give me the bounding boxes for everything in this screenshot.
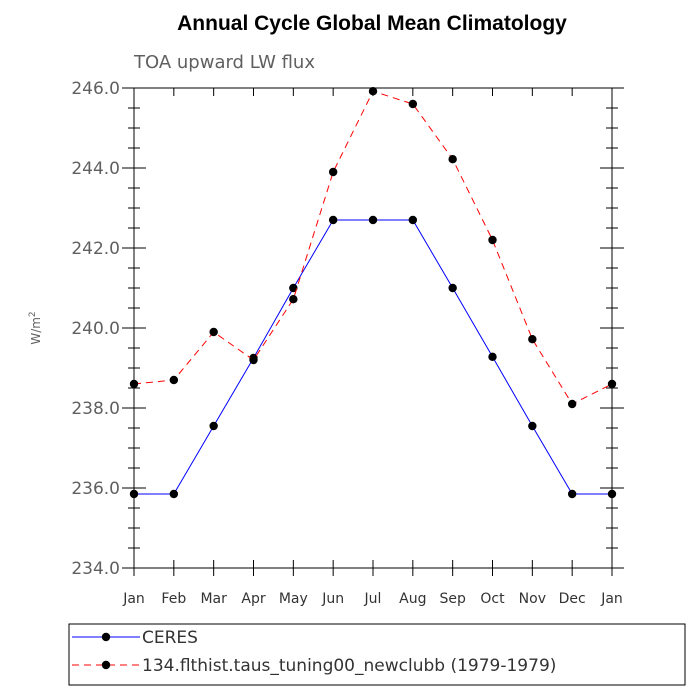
- legend-box: [68, 623, 686, 686]
- series-1-point: [209, 421, 218, 431]
- x-tick-label: Feb: [161, 591, 186, 607]
- series-1-point: [328, 215, 338, 225]
- y-tick-label: 244.0: [71, 159, 120, 179]
- x-tick-label: Aug: [399, 591, 426, 607]
- axes: Jan Feb Mar Apr May Jun Jul Aug Sep Oct Nov Dec Jan2…: [71, 79, 624, 607]
- legend-label-1: CERES: [142, 628, 198, 648]
- series-2-point: [169, 375, 179, 385]
- svg-text:W/m2: W/m2: [28, 311, 43, 344]
- series-1-point: [368, 215, 378, 225]
- y-axis-label-superscript: 2: [28, 311, 38, 317]
- y-tick-label: 238.0: [71, 399, 120, 419]
- series-1-point: [528, 421, 537, 431]
- series-layer: [129, 87, 617, 499]
- series-1-point: [169, 489, 179, 499]
- chart-subtitle: TOA upward LW flux: [133, 52, 315, 73]
- y-axis-label: W/m2: [28, 311, 43, 344]
- series-2-point: [249, 355, 258, 365]
- series-1-point: [289, 283, 298, 293]
- series-1-point: [408, 215, 418, 225]
- series-1-point: [488, 352, 497, 361]
- x-tick-label: Apr: [241, 591, 265, 607]
- x-tick-label: Nov: [519, 591, 546, 607]
- y-axis-label-text: W/m: [29, 317, 43, 345]
- series-1-point: [129, 489, 139, 499]
- y-tick-label: 246.0: [71, 79, 120, 99]
- plot-frame: [133, 87, 613, 569]
- x-tick-label: Jun: [321, 591, 344, 607]
- series-2-point: [448, 155, 457, 164]
- series-2-point: [607, 379, 617, 389]
- series-2-point: [209, 327, 218, 337]
- x-tick-label: Dec: [559, 591, 586, 607]
- x-tick-label: Mar: [200, 591, 227, 607]
- y-tick-label: 236.0: [71, 479, 120, 499]
- x-tick-label: Oct: [480, 591, 505, 607]
- legend-marker-1: [101, 632, 111, 642]
- legend-marker-2: [101, 660, 111, 670]
- x-tick-label: Jan: [600, 591, 623, 607]
- series-2-point: [328, 167, 338, 177]
- series-line-1: [134, 219, 612, 495]
- x-tick-label: May: [279, 591, 308, 607]
- y-tick-label: 240.0: [71, 319, 120, 339]
- series-1-point: [448, 283, 457, 293]
- series-2-point: [289, 295, 298, 304]
- x-tick-label: Jul: [364, 591, 382, 607]
- series-2-point: [129, 379, 139, 389]
- series-1-point: [567, 489, 577, 499]
- series-1-point: [607, 489, 617, 499]
- series-2-point: [567, 399, 577, 409]
- x-tick-label: Jan: [122, 591, 145, 607]
- series-2-point: [488, 235, 497, 245]
- legend-label-2: 134.flthist.taus_tuning00_newclubb (1979…: [142, 656, 556, 676]
- legend: CERES 134.flthist.taus_tuning00_newclubb …: [68, 623, 686, 686]
- y-tick-label: 242.0: [71, 239, 120, 259]
- series-2-point: [528, 335, 537, 344]
- series-2-point: [408, 99, 418, 109]
- chart-title: Annual Cycle Global Mean Climatology: [177, 12, 567, 35]
- y-tick-label: 234.0: [71, 559, 120, 579]
- series-line-2: [133, 90, 613, 405]
- series-2-point: [368, 87, 378, 96]
- x-tick-label: Sep: [439, 591, 466, 607]
